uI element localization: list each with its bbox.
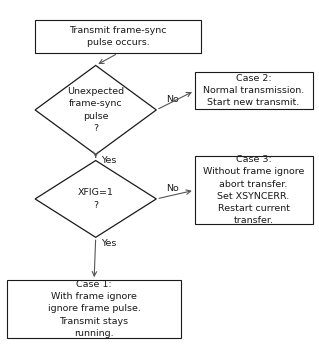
Polygon shape xyxy=(35,66,156,154)
Bar xyxy=(195,73,313,109)
Text: No: No xyxy=(166,95,179,104)
Bar xyxy=(35,20,201,53)
Text: XFIG=1
?: XFIG=1 ? xyxy=(78,188,114,209)
Polygon shape xyxy=(35,161,156,237)
Text: Yes: Yes xyxy=(101,239,117,248)
Bar xyxy=(7,280,181,338)
Text: No: No xyxy=(166,184,179,193)
Text: Case 1:
With frame ignore
ignore frame pulse.
Transmit stays
running.: Case 1: With frame ignore ignore frame p… xyxy=(48,280,141,338)
Bar xyxy=(195,156,313,224)
Text: Case 2:
Normal transmission.
Start new transmit.: Case 2: Normal transmission. Start new t… xyxy=(203,74,304,107)
Text: Unexpected
frame-sync
pulse
?: Unexpected frame-sync pulse ? xyxy=(67,87,124,133)
Text: Transmit frame-sync
pulse occurs.: Transmit frame-sync pulse occurs. xyxy=(69,26,167,47)
Text: Yes: Yes xyxy=(101,156,117,165)
Text: Case 3:
Without frame ignore
abort transfer.
Set XSYNCERR.
Restart current
trans: Case 3: Without frame ignore abort trans… xyxy=(203,155,304,225)
